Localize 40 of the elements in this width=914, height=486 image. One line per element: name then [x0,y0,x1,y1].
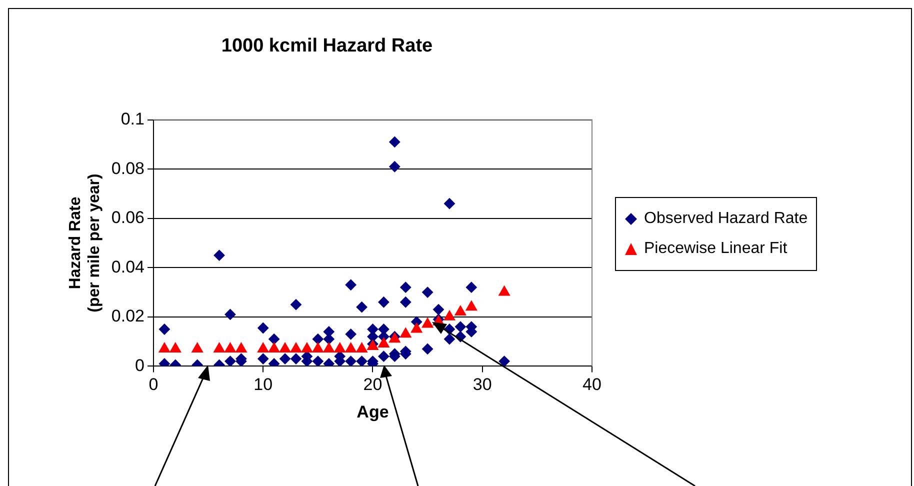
point [466,300,478,311]
point [279,342,291,352]
point [290,342,302,352]
legend-label: Piecewise Linear Fit [644,240,788,258]
x-axis-title: Age [356,402,389,422]
point [345,342,357,352]
point [235,342,247,352]
point [214,342,225,352]
point [312,342,324,352]
x-tick-label: 10 [254,375,273,394]
y-axis-title: Hazard Rate (per mile per year) [67,174,104,312]
legend-label: Observed Hazard Rate [644,210,808,228]
y-tick-label: 0.08 [111,158,144,178]
point [268,342,280,352]
point [323,342,335,352]
x-tick-label: 0 [148,375,158,394]
x-tick-label: 30 [472,375,492,394]
point [410,322,422,333]
point [334,342,346,352]
point [170,342,182,352]
point [301,342,313,352]
point [400,328,412,338]
point [422,318,434,328]
y-tick-label: 0.06 [111,208,144,228]
point [158,342,170,352]
point [257,342,269,352]
point [454,305,466,316]
point [444,310,456,320]
y-tick-label: 0.02 [111,306,144,326]
y-tick-label: 0 [135,356,144,375]
point [192,342,204,352]
chart-title: 1000 kcmil Hazard Rate [221,36,433,57]
point [378,338,390,348]
point [356,342,368,352]
y-tick-label: 0.04 [111,257,144,276]
x-tick-label: 40 [582,375,602,394]
point [498,286,510,296]
y-tick-label: 0.1 [120,109,144,128]
point [224,342,236,352]
x-tick-label: 20 [363,375,382,394]
